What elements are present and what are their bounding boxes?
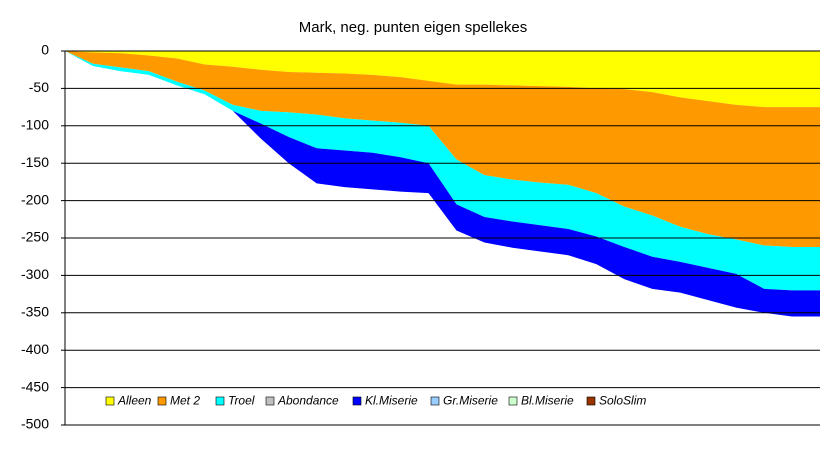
chart-title: Mark, neg. punten eigen spellekes bbox=[299, 19, 527, 36]
y-tick-label: -300 bbox=[21, 266, 49, 282]
legend-swatch bbox=[430, 396, 440, 406]
legend-swatch bbox=[157, 396, 167, 406]
area bbox=[65, 51, 820, 317]
legend-swatch bbox=[105, 396, 115, 406]
area bbox=[65, 51, 820, 291]
legend-label: Kl.Miserie bbox=[365, 394, 418, 408]
y-tick-label: -400 bbox=[21, 341, 49, 357]
legend-swatch bbox=[265, 396, 275, 406]
legend-swatch bbox=[215, 396, 225, 406]
legend-label: Gr.Miserie bbox=[443, 394, 498, 408]
legend-label: SoloSlim bbox=[599, 394, 646, 408]
area bbox=[65, 51, 820, 247]
legend-label: Bl.Miserie bbox=[521, 394, 574, 408]
area bbox=[65, 51, 820, 108]
legend-label: Abondance bbox=[277, 394, 339, 408]
legend-label: Alleen bbox=[117, 394, 152, 408]
y-tick-label: -250 bbox=[21, 229, 49, 245]
y-tick-label: 0 bbox=[41, 42, 49, 58]
y-tick-label: -50 bbox=[29, 79, 49, 95]
legend-swatch bbox=[508, 396, 518, 406]
y-tick-label: -500 bbox=[21, 416, 49, 432]
legend-box bbox=[100, 390, 645, 412]
legend-label: Troel bbox=[228, 394, 255, 408]
y-tick-label: -350 bbox=[21, 304, 49, 320]
legend-swatch bbox=[352, 396, 362, 406]
y-tick-label: -200 bbox=[21, 191, 49, 207]
y-tick-label: -150 bbox=[21, 154, 49, 170]
y-tick-label: -450 bbox=[21, 378, 49, 394]
y-tick-label: -100 bbox=[21, 117, 49, 133]
legend-label: Met 2 bbox=[170, 394, 200, 408]
legend-swatch bbox=[586, 396, 596, 406]
